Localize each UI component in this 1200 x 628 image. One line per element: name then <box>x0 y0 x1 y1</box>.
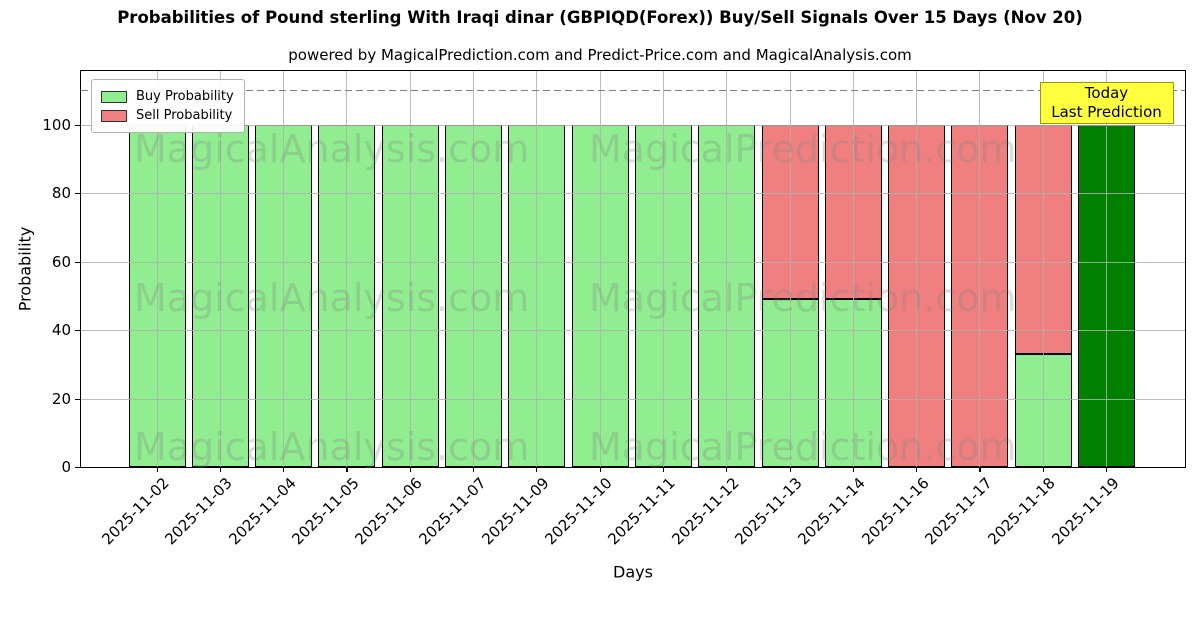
watermark-text: MagicalAnalysis.com <box>134 276 530 320</box>
x-tick-mark <box>979 467 981 472</box>
y-tick-label: 20 <box>51 389 71 408</box>
gridline-horizontal <box>81 193 1185 195</box>
gridline-vertical <box>789 71 791 467</box>
watermark-text: MagicalPrediction.com <box>589 425 1017 469</box>
x-tick-mark <box>156 467 158 472</box>
today-annotation-line1: Today <box>1084 84 1129 102</box>
gridline-vertical <box>1106 71 1107 467</box>
watermark-text: MagicalPrediction.com <box>589 127 1017 171</box>
gridline-horizontal <box>81 261 1185 263</box>
legend-swatch-buy <box>101 90 127 103</box>
legend-label-sell: Sell Probability <box>136 108 233 123</box>
x-tick-mark <box>1042 467 1044 472</box>
gridline-vertical <box>726 71 728 467</box>
x-tick-mark <box>283 467 285 472</box>
y-tick-mark <box>75 467 81 469</box>
gridline-vertical <box>473 71 474 467</box>
x-tick-mark <box>599 467 601 472</box>
gridline-vertical <box>852 71 854 467</box>
chart-title: Probabilities of Pound sterling With Ira… <box>117 8 1083 27</box>
today-annotation-line2: Last Prediction <box>1051 103 1162 121</box>
gridline-vertical <box>599 71 601 467</box>
x-tick-mark <box>346 467 348 472</box>
y-tick-label: 60 <box>51 252 71 271</box>
y-tick-mark <box>75 193 81 195</box>
x-tick-mark <box>409 467 411 472</box>
chart-plot-area: Buy Probability Sell Probability Today L… <box>42 70 1186 548</box>
gridline-vertical <box>916 71 918 467</box>
today-annotation: Today Last Prediction <box>1039 82 1174 124</box>
x-tick-mark <box>789 467 791 472</box>
chart-legend: Buy Probability Sell Probability <box>91 79 245 133</box>
legend-item-buy: Buy Probability <box>101 87 234 106</box>
y-tick-label: 80 <box>51 184 71 203</box>
legend-item-sell: Sell Probability <box>101 106 234 125</box>
gridline-vertical <box>979 71 981 467</box>
gridline-vertical <box>219 71 221 467</box>
watermark-text: MagicalAnalysis.com <box>134 425 530 469</box>
dashed-threshold-line <box>81 89 1185 91</box>
gridline-vertical <box>662 71 664 467</box>
x-tick-mark <box>726 467 728 472</box>
legend-swatch-sell <box>101 109 127 122</box>
y-tick-label: 0 <box>61 458 71 476</box>
x-axis-title: Days <box>613 562 653 582</box>
x-tick-mark <box>916 467 918 472</box>
x-tick-mark <box>852 467 854 472</box>
y-tick-label: 40 <box>51 321 71 340</box>
gridline-horizontal <box>81 124 1185 126</box>
y-axis-title: Probability <box>15 226 35 312</box>
watermark-text: MagicalPrediction.com <box>589 276 1017 320</box>
gridline-horizontal <box>81 398 1185 400</box>
gridline-vertical <box>409 71 411 467</box>
gridline-horizontal <box>81 330 1185 332</box>
y-tick-mark <box>75 261 81 263</box>
chart-subtitle: powered by MagicalPrediction.com and Pre… <box>288 46 912 64</box>
y-tick-mark <box>75 398 81 400</box>
gridline-vertical <box>1042 71 1044 467</box>
x-tick-mark <box>662 467 665 472</box>
gridline-vertical <box>283 71 285 467</box>
x-tick-mark <box>219 467 221 472</box>
legend-label-buy: Buy Probability <box>136 89 234 104</box>
gridline-vertical <box>156 71 158 467</box>
watermark-text: MagicalAnalysis.com <box>134 127 530 171</box>
x-tick-mark <box>473 467 475 472</box>
y-tick-label: 100 <box>42 115 71 134</box>
x-tick-mark <box>1106 467 1108 472</box>
gridline-vertical <box>346 71 348 467</box>
y-tick-mark <box>75 124 81 126</box>
gridline-vertical <box>536 71 538 467</box>
x-tick-mark <box>536 467 538 472</box>
y-tick-mark <box>75 330 81 332</box>
